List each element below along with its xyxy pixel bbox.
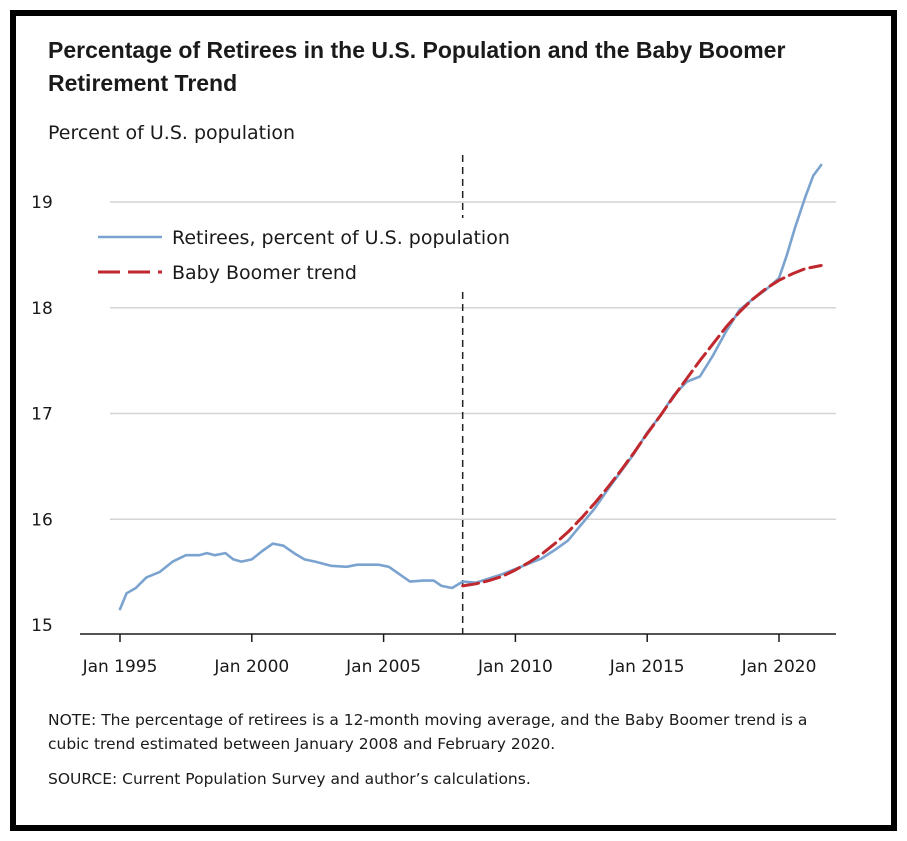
series-layer	[118, 163, 823, 611]
legend-label: Baby Boomer trend	[172, 262, 357, 284]
y-tick-label: 18	[31, 299, 53, 319]
x-tick-label: Jan 2020	[741, 657, 817, 677]
chart-frame	[10, 10, 897, 831]
axes: 15 16 17 18 19 Jan 1995 Jan 2000 Jan 2005 Jan 20…	[31, 193, 836, 677]
x-tick-label: Jan 1995	[82, 657, 158, 677]
x-tick-label: Jan 2015	[609, 657, 685, 677]
series-line-retirees	[118, 163, 823, 611]
series-line-baby-boomer-trend	[461, 264, 823, 588]
y-tick-label: 17	[31, 405, 53, 425]
x-tick-label: Jan 2000	[213, 657, 289, 677]
y-tick-label: 15	[31, 616, 53, 636]
legend: Retirees, percent of U.S. population Baby…	[98, 227, 510, 284]
chart-note: NOTE: The percentage of retirees is a 12…	[48, 711, 808, 753]
x-tick-label: Jan 2010	[477, 657, 553, 677]
y-tick-label: 19	[31, 193, 53, 213]
chart-source: SOURCE: Current Population Survey and au…	[48, 770, 531, 788]
gridlines	[110, 201, 836, 520]
chart-title: Percentage of Retirees in the U.S. Popul…	[48, 37, 786, 96]
y-tick-label: 16	[31, 510, 53, 530]
legend-label: Retirees, percent of U.S. population	[172, 227, 510, 249]
x-tick-label: Jan 2005	[345, 657, 421, 677]
y-axis-label: Percent of U.S. population	[48, 122, 296, 144]
